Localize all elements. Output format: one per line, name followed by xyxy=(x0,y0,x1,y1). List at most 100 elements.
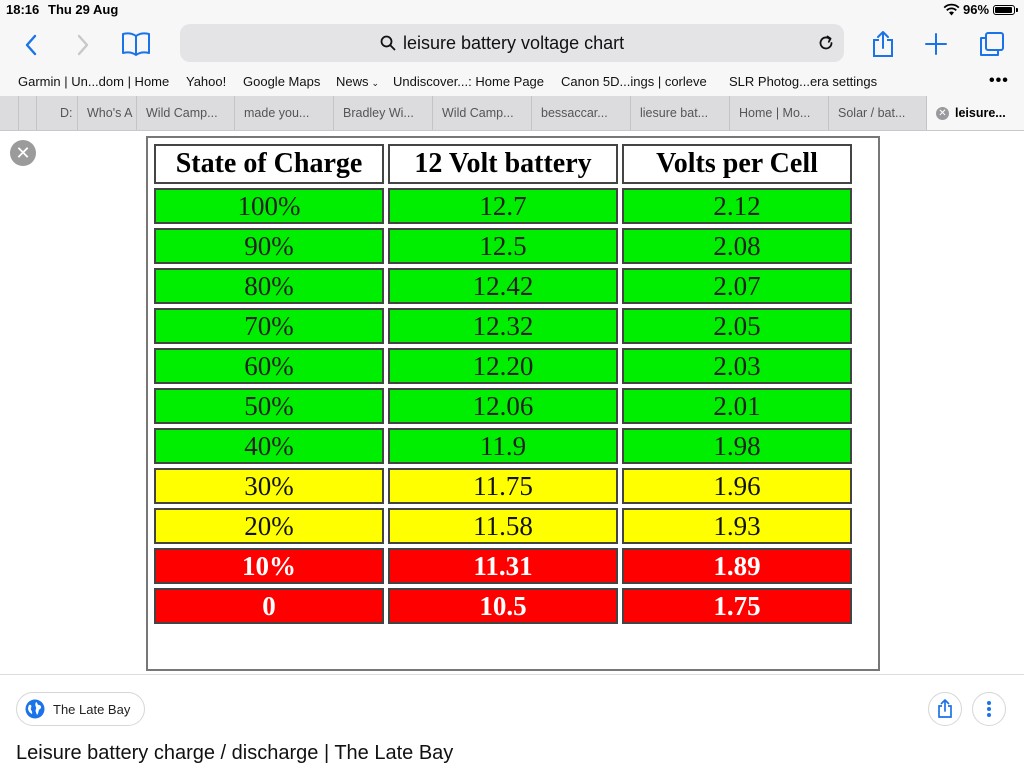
status-date: Thu 29 Aug xyxy=(48,2,119,17)
table-cell: 10% xyxy=(154,548,384,584)
reload-button[interactable] xyxy=(816,33,836,53)
table-cell: 80% xyxy=(154,268,384,304)
table-cell: 2.03 xyxy=(622,348,852,384)
table-cell: 12.32 xyxy=(388,308,618,344)
forward-button[interactable] xyxy=(70,32,96,58)
table-cell: 2.12 xyxy=(622,188,852,224)
source-site-chip[interactable]: The Late Bay xyxy=(16,692,146,726)
tab[interactable]: Who's A xyxy=(77,96,136,130)
address-bar[interactable]: leisure battery voltage chart xyxy=(180,24,844,62)
tab[interactable]: liesure bat... xyxy=(630,96,729,130)
bookmark-news-label: News xyxy=(336,74,369,89)
battery-voltage-table: State of Charge 12 Volt battery Volts pe… xyxy=(150,140,856,628)
table-row: 50% 12.06 2.01 xyxy=(154,388,852,424)
tab-stack[interactable] xyxy=(0,96,18,130)
table-cell: 70% xyxy=(154,308,384,344)
battery-icon xyxy=(993,5,1018,15)
bookmarks-bar: Garmin | Un...dom | Home Yahoo! Google M… xyxy=(0,68,1024,96)
table-cell: 1.89 xyxy=(622,548,852,584)
column-header: Volts per Cell xyxy=(622,144,852,184)
tab[interactable]: bessaccar... xyxy=(531,96,630,130)
table-cell: 1.96 xyxy=(622,468,852,504)
bookmark-canon[interactable]: Canon 5D...ings | corleve xyxy=(561,74,707,89)
search-icon xyxy=(380,35,396,51)
image-source-bar: The Late Bay Leisure battery charge / di… xyxy=(0,674,1024,769)
bookmark-slr[interactable]: SLR Photog...era settings xyxy=(729,74,878,89)
table-row: 100% 12.7 2.12 xyxy=(154,188,852,224)
tab[interactable]: Bradley Wi... xyxy=(333,96,432,130)
tab-bar: D: Who's A Wild Camp... made you... Brad… xyxy=(0,96,1024,131)
close-image-button[interactable]: ✕ xyxy=(10,140,36,166)
table-cell: 11.75 xyxy=(388,468,618,504)
table-body: 100% 12.7 2.12 90% 12.5 2.08 80% 12.42 2.07 70% 12… xyxy=(154,188,852,624)
tab[interactable]: Wild Camp... xyxy=(136,96,234,130)
plus-icon xyxy=(925,33,947,55)
table-cell: 11.31 xyxy=(388,548,618,584)
tabs-overview-button[interactable] xyxy=(978,29,1006,59)
table-cell: 12.20 xyxy=(388,348,618,384)
tab[interactable]: Wild Camp... xyxy=(432,96,531,130)
browser-toolbar: leisure battery voltage chart xyxy=(0,20,1024,68)
battery-percent: 96% xyxy=(963,2,990,17)
reload-icon xyxy=(819,35,833,50)
bookmark-yahoo[interactable]: Yahoo! xyxy=(186,74,227,89)
table-cell: 1.75 xyxy=(622,588,852,624)
battery-chart-image: State of Charge 12 Volt battery Volts pe… xyxy=(146,136,880,671)
chevron-left-icon xyxy=(25,34,37,56)
close-icon: ✕ xyxy=(15,142,31,163)
bookmark-garmin[interactable]: Garmin | Un...dom | Home xyxy=(18,74,170,89)
new-tab-button[interactable] xyxy=(923,31,949,57)
table-row: 20% 11.58 1.93 xyxy=(154,508,852,544)
table-cell: 2.07 xyxy=(622,268,852,304)
source-site-name: The Late Bay xyxy=(53,701,131,717)
close-icon[interactable]: ✕ xyxy=(936,107,949,121)
share-image-button[interactable] xyxy=(928,692,962,726)
tabs-icon xyxy=(980,32,1004,56)
table-header-row: State of Charge 12 Volt battery Volts pe… xyxy=(154,144,852,184)
table-cell: 60% xyxy=(154,348,384,384)
globe-icon xyxy=(25,699,45,719)
table-cell: 2.08 xyxy=(622,228,852,264)
bookmark-undiscovered[interactable]: Undiscover...: Home Page xyxy=(393,74,545,89)
address-text: leisure battery voltage chart xyxy=(403,33,625,53)
table-row: 40% 11.9 1.98 xyxy=(154,428,852,464)
table-cell: 2.05 xyxy=(622,308,852,344)
table-row: 80% 12.42 2.07 xyxy=(154,268,852,304)
bookmark-news-folder[interactable]: News ⌄ xyxy=(336,74,379,89)
table-cell: 12.7 xyxy=(388,188,618,224)
table-cell: 50% xyxy=(154,388,384,424)
table-row: 90% 12.5 2.08 xyxy=(154,228,852,264)
tab-active[interactable]: ✕ leisure... xyxy=(926,96,1024,130)
chevron-down-icon: ⌄ xyxy=(371,78,380,88)
more-icon[interactable]: ••• xyxy=(989,72,1009,89)
tab[interactable]: made you... xyxy=(234,96,333,130)
bookmarks-button[interactable] xyxy=(120,30,152,58)
share-icon xyxy=(938,699,952,718)
column-header: State of Charge xyxy=(154,144,384,184)
table-cell: 12.5 xyxy=(388,228,618,264)
table-cell: 2.01 xyxy=(622,388,852,424)
table-cell: 30% xyxy=(154,468,384,504)
back-button[interactable] xyxy=(18,32,44,58)
tab[interactable]: D: xyxy=(36,96,77,130)
image-page-title[interactable]: Leisure battery charge / discharge | The… xyxy=(16,742,454,764)
table-cell: 12.42 xyxy=(388,268,618,304)
status-time: 18:16 xyxy=(6,2,40,17)
tab-stack[interactable] xyxy=(18,96,36,130)
share-button[interactable] xyxy=(870,28,896,60)
table-cell: 1.98 xyxy=(622,428,852,464)
table-cell: 12.06 xyxy=(388,388,618,424)
tab[interactable]: Solar / bat... xyxy=(828,96,926,130)
table-cell: 20% xyxy=(154,508,384,544)
table-cell: 40% xyxy=(154,428,384,464)
bookmark-google-maps[interactable]: Google Maps xyxy=(243,74,321,89)
tab[interactable]: Home | Mo... xyxy=(729,96,828,130)
table-cell: 90% xyxy=(154,228,384,264)
table-row: 30% 11.75 1.96 xyxy=(154,468,852,504)
tab-active-label: leisure... xyxy=(955,106,1006,120)
share-icon xyxy=(873,31,893,57)
table-cell: 11.9 xyxy=(388,428,618,464)
table-cell: 1.93 xyxy=(622,508,852,544)
more-options-button[interactable] xyxy=(972,692,1006,726)
table-cell: 10.5 xyxy=(388,588,618,624)
